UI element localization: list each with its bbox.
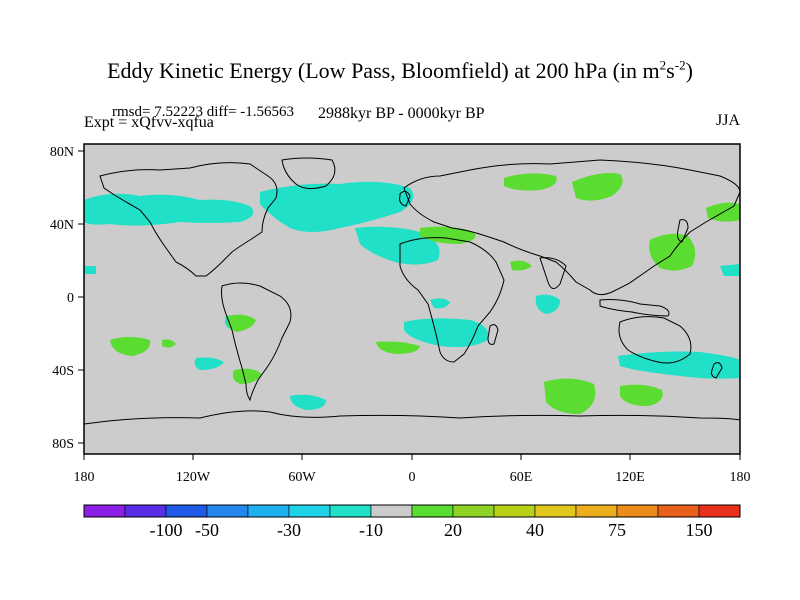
coastline-antarctica xyxy=(84,410,740,425)
colorbar-swatch xyxy=(575,504,618,518)
coastlines xyxy=(84,157,740,425)
lon-tick-label: 120E xyxy=(615,470,645,485)
lat-tick-label: 40N xyxy=(50,218,74,233)
colorbar-swatch xyxy=(206,504,249,518)
map-background xyxy=(84,144,740,454)
lat-tick-label: 80N xyxy=(50,145,74,160)
colorbar-swatch xyxy=(165,504,208,518)
colorbar-swatch xyxy=(493,504,536,518)
colorbar-label: 20 xyxy=(444,520,462,540)
colorbar-label: -50 xyxy=(195,520,219,540)
negative-anomaly-regions xyxy=(84,181,740,410)
colorbar-frame xyxy=(83,504,741,518)
lon-tick-label: 120W xyxy=(176,470,211,485)
colorbar-label: 75 xyxy=(608,520,626,540)
coastline-north-america xyxy=(99,162,278,277)
lat-tick-label: 80S xyxy=(52,437,74,452)
colorbar-swatch xyxy=(657,504,700,518)
colorbar-swatch xyxy=(411,504,454,518)
coastline-new-zealand xyxy=(711,362,723,379)
latitude-tick-labels: 80N 40N 0 40S 80S xyxy=(50,145,74,452)
colorbar xyxy=(83,504,741,518)
colorbar-swatch xyxy=(329,504,372,518)
coastline-greenland xyxy=(281,157,336,190)
colorbar-swatch xyxy=(288,504,331,518)
coastline-africa xyxy=(399,237,505,363)
colorbar-swatch xyxy=(83,504,126,518)
coastline-madagascar xyxy=(487,324,499,345)
rmsd-diff-stats: rmsd= 7.52223 diff= -1.56563 xyxy=(112,104,295,120)
colorbar-swatch xyxy=(452,504,495,518)
colorbar-labels: -100 -50 -30 -10 20 40 75 150 xyxy=(150,520,713,540)
colorbar-swatch xyxy=(534,504,577,518)
coastline-india xyxy=(539,257,567,289)
lon-tick-label: 180 xyxy=(74,470,95,485)
coastline-australia xyxy=(618,316,692,364)
lon-tick-label: 0 xyxy=(409,470,416,485)
coastline-south-america xyxy=(221,282,292,402)
colorbar-label: -100 xyxy=(150,520,183,540)
anomaly-fields xyxy=(84,157,740,425)
colorbar-label: 40 xyxy=(526,520,544,540)
colorbar-swatch xyxy=(616,504,659,518)
coastline-indonesia xyxy=(599,299,670,317)
colorbar-swatch xyxy=(124,504,167,518)
lon-tick-label: 60E xyxy=(510,470,533,485)
lon-tick-label: 60W xyxy=(288,470,316,485)
longitude-tick-labels: 180 120W 60W 0 60E 120E 180 xyxy=(74,470,751,485)
season-label: JJA xyxy=(716,112,741,129)
lat-tick-label: 0 xyxy=(67,291,74,306)
axis-tick-marks xyxy=(78,150,741,460)
colorbar-swatch xyxy=(370,504,413,518)
coastline-eurasia xyxy=(403,159,740,296)
map-title: Eddy Kinetic Energy (Low Pass, Bloomfiel… xyxy=(107,57,693,83)
experiment-label: Expt = xQfvv-xqfua xyxy=(84,114,214,131)
colorbar-label: -30 xyxy=(277,520,301,540)
lat-tick-label: 40S xyxy=(52,364,74,379)
colorbar-swatch xyxy=(698,504,741,518)
coastline-japan xyxy=(677,219,689,243)
colorbar-swatch xyxy=(247,504,290,518)
time-period-label: 2988kyr BP - 0000kyr BP xyxy=(318,105,485,122)
positive-anomaly-regions xyxy=(110,173,740,414)
coastline-british-isles xyxy=(399,190,411,207)
lon-tick-label: 180 xyxy=(730,470,751,485)
colorbar-label: 150 xyxy=(686,520,713,540)
colorbar-label: -10 xyxy=(359,520,383,540)
